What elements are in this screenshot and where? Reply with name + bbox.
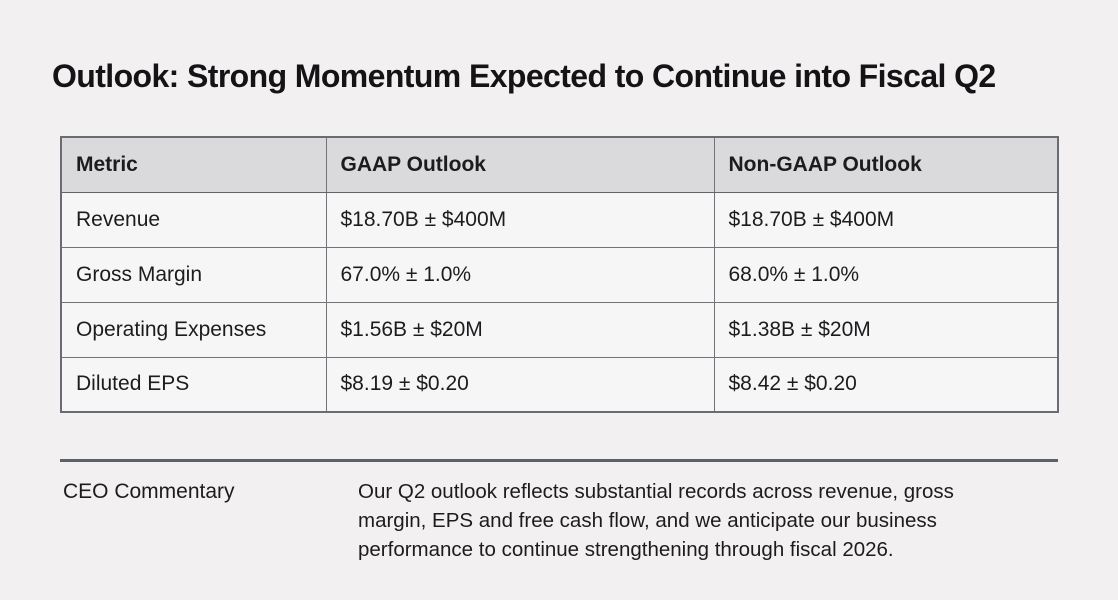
- metric-label: Diluted EPS: [60, 356, 327, 413]
- metric-label: Operating Expenses: [60, 301, 327, 358]
- non-gaap-value: $18.70B ± $400M: [713, 191, 1059, 248]
- column-header-metric: Metric: [60, 136, 327, 193]
- ceo-commentary-section: CEO Commentary Our Q2 outlook reflects s…: [63, 477, 1058, 564]
- gaap-value: $18.70B ± $400M: [325, 191, 715, 248]
- non-gaap-value: $8.42 ± $0.20: [713, 356, 1059, 413]
- table-row-operating-expenses: Operating Expenses $1.56B ± $20M $1.38B …: [60, 301, 1059, 358]
- table-row-revenue: Revenue $18.70B ± $400M $18.70B ± $400M: [60, 191, 1059, 248]
- gaap-value: $8.19 ± $0.20: [325, 356, 715, 413]
- section-divider: [60, 459, 1058, 462]
- table-row-gross-margin: Gross Margin 67.0% ± 1.0% 68.0% ± 1.0%: [60, 246, 1059, 303]
- non-gaap-value: 68.0% ± 1.0%: [713, 246, 1059, 303]
- outlook-table: Metric GAAP Outlook Non-GAAP Outlook Rev…: [60, 136, 1059, 413]
- gaap-value: 67.0% ± 1.0%: [325, 246, 715, 303]
- table-header-row: Metric GAAP Outlook Non-GAAP Outlook: [60, 136, 1059, 193]
- metric-label: Gross Margin: [60, 246, 327, 303]
- page-title: Outlook: Strong Momentum Expected to Con…: [52, 58, 996, 94]
- column-header-gaap-outlook: GAAP Outlook: [325, 136, 715, 193]
- gaap-value: $1.56B ± $20M: [325, 301, 715, 358]
- non-gaap-value: $1.38B ± $20M: [713, 301, 1059, 358]
- column-header-non-gaap-outlook: Non-GAAP Outlook: [713, 136, 1059, 193]
- metric-label: Revenue: [60, 191, 327, 248]
- ceo-commentary-label: CEO Commentary: [63, 480, 235, 503]
- table-row-diluted-eps: Diluted EPS $8.19 ± $0.20 $8.42 ± $0.20: [60, 356, 1059, 413]
- ceo-commentary-text: Our Q2 outlook reflects substantial reco…: [358, 480, 954, 561]
